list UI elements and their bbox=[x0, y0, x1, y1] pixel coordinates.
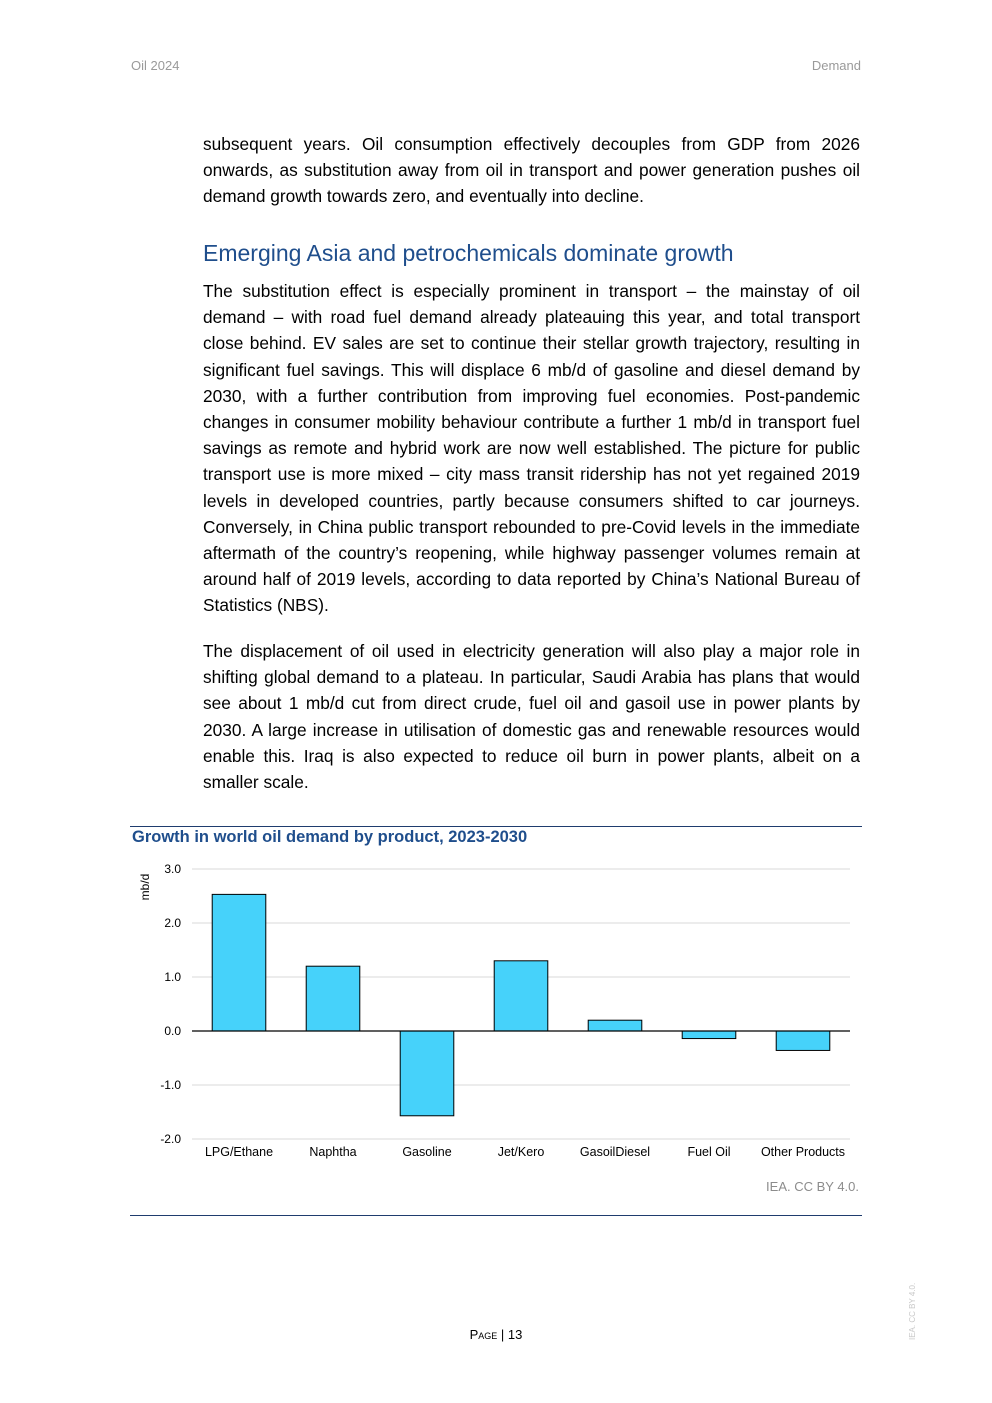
paragraph-power-generation: The displacement of oil used in electric… bbox=[203, 641, 860, 793]
page-separator: | bbox=[500, 1327, 505, 1342]
x-tick-label: Naphtha bbox=[309, 1145, 356, 1159]
x-tick-label: Other Products bbox=[761, 1145, 845, 1159]
bar bbox=[775, 1030, 831, 1051]
side-watermark: IEA. CC BY 4.0. bbox=[908, 1282, 917, 1340]
chart-title: Growth in world oil demand by product, 2… bbox=[132, 828, 528, 846]
bar bbox=[211, 893, 267, 1032]
y-tick-label: 3.0 bbox=[164, 862, 181, 876]
paragraph-transport: The substitution effect is especially pr… bbox=[203, 281, 860, 616]
header-section-name: Demand bbox=[811, 58, 861, 73]
x-tick-label: Jet/Kero bbox=[498, 1145, 545, 1159]
x-tick-label: Fuel Oil bbox=[687, 1145, 730, 1159]
bar bbox=[399, 1030, 455, 1117]
chart-credit: IEA. CC BY 4.0. bbox=[766, 1179, 859, 1194]
paragraph-intro: subsequent years. Oil consumption effect… bbox=[203, 134, 860, 207]
bar bbox=[493, 960, 549, 1032]
y-tick-label: 2.0 bbox=[164, 916, 181, 930]
y-tick-label: 1.0 bbox=[164, 970, 181, 984]
page-label: Page bbox=[469, 1327, 498, 1342]
bar bbox=[305, 965, 361, 1032]
y-axis-label: mb/d bbox=[138, 874, 152, 901]
page-number-value: 13 bbox=[507, 1327, 523, 1342]
chart-top-rule bbox=[130, 826, 862, 827]
x-tick-label: GasoilDiesel bbox=[580, 1145, 650, 1159]
chart-bottom-rule bbox=[130, 1215, 862, 1216]
y-tick-label: 0.0 bbox=[164, 1024, 181, 1038]
bar bbox=[587, 1019, 643, 1032]
y-tick-label: -2.0 bbox=[160, 1132, 181, 1146]
x-tick-label: Gasoline bbox=[402, 1145, 451, 1159]
x-tick-label: LPG/Ethane bbox=[205, 1145, 273, 1159]
bar bbox=[681, 1030, 737, 1040]
header-report-title: Oil 2024 bbox=[131, 58, 180, 73]
page-number: Page | 13 bbox=[0, 1327, 992, 1342]
bar-chart: -2.0 -1.0 0.0 1.0 2.0 3.0 mb/d LPG/Ethane Naphth… bbox=[138, 862, 850, 1159]
section-heading: Emerging Asia and petrochemicals dominat… bbox=[203, 240, 734, 266]
y-tick-label: -1.0 bbox=[160, 1078, 181, 1092]
